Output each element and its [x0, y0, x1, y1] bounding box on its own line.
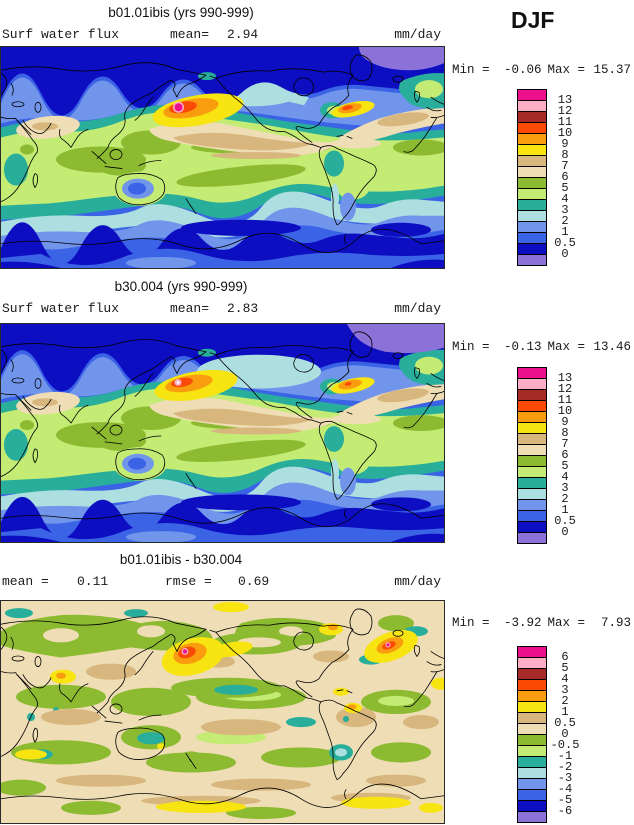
colorbar-level-label: 4 — [561, 191, 569, 206]
panel1-stats: Surf water flux mean= 2.94 mm/day — [0, 27, 443, 43]
panel1-min-value: -0.06 — [504, 63, 542, 77]
panel1-mean-label: mean= — [170, 27, 210, 42]
panel3-map-container — [0, 600, 445, 824]
colorbar-level-label: 1 — [561, 704, 569, 719]
colorbar-level-label: 10 — [557, 403, 573, 418]
panel2-units: mm/day — [394, 301, 441, 316]
panel3-max-label: Max = — [547, 616, 586, 630]
colorbar-level-label: 0 — [561, 524, 569, 539]
difference-map — [1, 601, 444, 823]
panel1-max-value: 15.37 — [593, 63, 632, 77]
colorbar-box — [517, 254, 547, 266]
panel2-variable-label: Surf water flux — [2, 301, 120, 316]
colorbar-level-label: 3 — [561, 480, 569, 495]
colorbar-level-label: 5 — [561, 458, 569, 473]
colorbar-level-label: 0 — [561, 726, 569, 741]
colorbar-level-label: 5 — [561, 180, 569, 195]
kuroshio-hotspot — [152, 93, 244, 128]
colorbar-level-label: 12 — [557, 103, 573, 118]
colorbar-level-label: 2 — [561, 213, 569, 228]
colorbar-level-label: 7 — [561, 436, 569, 451]
colorbar-level-label: 6 — [561, 447, 569, 462]
gulf-stream-hotspot — [331, 377, 375, 394]
colorbar-level-label: 3 — [561, 682, 569, 697]
panel3-min-value: -3.92 — [504, 616, 542, 630]
colorbar-level-label: 1 — [561, 224, 569, 239]
colorbar-level-label: 13 — [557, 92, 573, 107]
panel2-max-label: Max = — [547, 340, 586, 354]
colorbar-level-label: 11 — [557, 392, 573, 407]
colorbar-level-label: -4 — [557, 781, 573, 796]
colorbar-level-label: 0.5 — [554, 715, 576, 730]
panel2-mean-label: mean= — [170, 301, 210, 316]
colorbar-level-label: 3 — [561, 202, 569, 217]
surface-flux-map-case — [1, 47, 444, 268]
colorbar-level-label: 2 — [561, 491, 569, 506]
colorbar-level-label: 4 — [561, 671, 569, 686]
colorbar-level-label: 6 — [561, 649, 569, 664]
colorbar-level-label: 0.5 — [554, 513, 576, 528]
colorbar-level-label: -1 — [557, 748, 573, 763]
kuroshio-hotspot — [154, 369, 238, 401]
panel3-minmax: Min = -3.92 Max = 7.93 — [452, 616, 631, 630]
surface-flux-map-control — [1, 324, 444, 542]
colorbar-level-label: 1 — [561, 502, 569, 517]
panel1-max-label: Max = — [547, 63, 586, 77]
gulf-stream-hotspot — [331, 101, 375, 118]
colorbar-level-label: -5 — [557, 792, 573, 807]
panel3-mean-value: 0.11 — [77, 574, 109, 589]
colorbar-level-label: -6 — [557, 803, 573, 818]
panel3-stats: mean = 0.11 rmse = 0.69 mm/day — [0, 574, 443, 590]
colorbar-level-label: -2 — [557, 759, 573, 774]
panel2-max-value: 13.46 — [593, 340, 632, 354]
panel1-colorbar: 13 12 11 10 9 8 7 6 5 4 3 2 1 0.5 0 — [517, 89, 576, 266]
panel3-rmse-label: rmse = — [165, 574, 212, 589]
colorbar-box — [517, 811, 547, 823]
panel2-title: b30.004 (yrs 990-999) — [114, 279, 248, 294]
colorbar-level-label: 10 — [557, 125, 573, 140]
panel2-mean-value: 2.83 — [227, 301, 259, 316]
panel2-stats: Surf water flux mean= 2.83 mm/day — [0, 301, 443, 317]
colorbar-level-label: 0 — [561, 246, 569, 261]
panel3-mean-label: mean = — [2, 574, 49, 589]
colorbar-level-label: 6 — [561, 169, 569, 184]
colorbar-level-label: -0.5 — [550, 737, 580, 752]
panel3-max-value: 7.93 — [601, 616, 632, 630]
colorbar-level-label: 5 — [561, 660, 569, 675]
colorbar-level-label: 2 — [561, 693, 569, 708]
colorbar-level-label: 4 — [561, 469, 569, 484]
panel3-min-label: Min = — [452, 616, 490, 630]
colorbar-level-label: 9 — [561, 414, 569, 429]
colorbar-level-label: 13 — [557, 370, 573, 385]
colorbar-level-label: 7 — [561, 158, 569, 173]
panel1-units: mm/day — [394, 27, 441, 42]
panel2-min-label: Min = — [452, 340, 490, 354]
colorbar-box — [517, 532, 547, 544]
panel2-minmax: Min = -0.13 Max = 13.46 — [452, 340, 631, 354]
colorbar-level-label: 12 — [557, 381, 573, 396]
panel3-rmse-value: 0.69 — [238, 574, 270, 589]
colorbar-level-label: 8 — [561, 425, 569, 440]
panel2-min-value: -0.13 — [504, 340, 542, 354]
panel3-units: mm/day — [394, 574, 441, 589]
panel3-title: b01.01ibis - b30.004 — [119, 552, 243, 567]
colorbar-level-label: 8 — [561, 147, 569, 162]
panel2-colorbar: 13 12 11 10 9 8 7 6 5 4 3 2 1 0.5 0 — [517, 367, 576, 544]
panel2-map-container — [0, 323, 445, 543]
panel1-map-container — [0, 46, 445, 269]
panel1-title: b01.01ibis (yrs 990-999) — [108, 5, 254, 20]
panel1-minmax: Min = -0.06 Max = 15.37 — [452, 63, 631, 77]
colorbar-level-label: 11 — [557, 114, 573, 129]
panel1-min-label: Min = — [452, 63, 490, 77]
season-label: DJF — [511, 7, 555, 33]
colorbar-level-label: 9 — [561, 136, 569, 151]
panel3-colorbar: 6 5 4 3 2 1 0.5 0 -0.5 -1 -2 -3 -4 -5 -6 — [517, 646, 579, 823]
arctic-purple-patch — [347, 324, 444, 354]
panel1-mean-value: 2.94 — [227, 27, 259, 42]
colorbar-level-label: -3 — [557, 770, 573, 785]
panel1-variable-label: Surf water flux — [2, 27, 120, 42]
colorbar-level-label: 0.5 — [554, 235, 576, 250]
